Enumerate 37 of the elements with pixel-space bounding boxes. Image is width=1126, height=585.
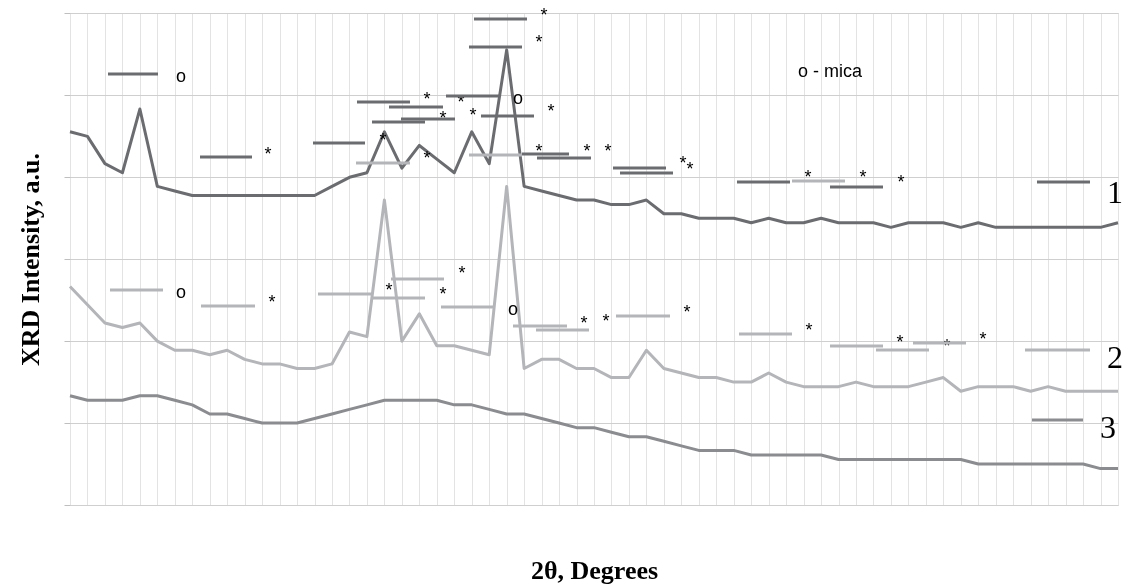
annotation: o (507, 299, 519, 319)
annotation: * (602, 311, 610, 331)
legend-label: 2 (1107, 339, 1123, 375)
annotation: * (547, 101, 555, 121)
annotation: * (896, 332, 904, 352)
annotation: * (805, 320, 813, 340)
annotation: * (264, 144, 272, 164)
annotation: * (859, 167, 867, 187)
annotation: * (268, 292, 276, 312)
y-axis-title: XRD Intensity, a.u. (16, 152, 45, 367)
annotation: * (379, 130, 387, 150)
annotation: * (583, 141, 591, 161)
annotation: o (512, 88, 524, 108)
annotation: * (686, 159, 694, 179)
annotation: * (385, 280, 393, 300)
annotation: * (423, 148, 431, 168)
legend-label: 3 (1100, 409, 1116, 445)
annotation: * (469, 105, 477, 125)
annotation: * (535, 141, 543, 161)
annotation: * (804, 167, 812, 187)
annotation: o - mica (797, 61, 863, 81)
annotation: * (979, 329, 987, 349)
x-axis-title: 2θ, Degrees (530, 555, 659, 585)
annotation: o (175, 282, 187, 302)
annotation: * (535, 32, 543, 52)
annotation: * (683, 302, 691, 322)
annotation: * (439, 284, 447, 304)
text: * (540, 5, 548, 25)
annotation: * (580, 313, 588, 333)
legend-label: 1 (1107, 174, 1123, 210)
annotation: * (439, 108, 447, 128)
annotation: o (175, 66, 187, 86)
annotation: * (604, 141, 612, 161)
annotation: * (458, 263, 466, 283)
annotation: * (897, 172, 905, 192)
annotation: * (423, 89, 431, 109)
annotation: * (679, 153, 687, 173)
